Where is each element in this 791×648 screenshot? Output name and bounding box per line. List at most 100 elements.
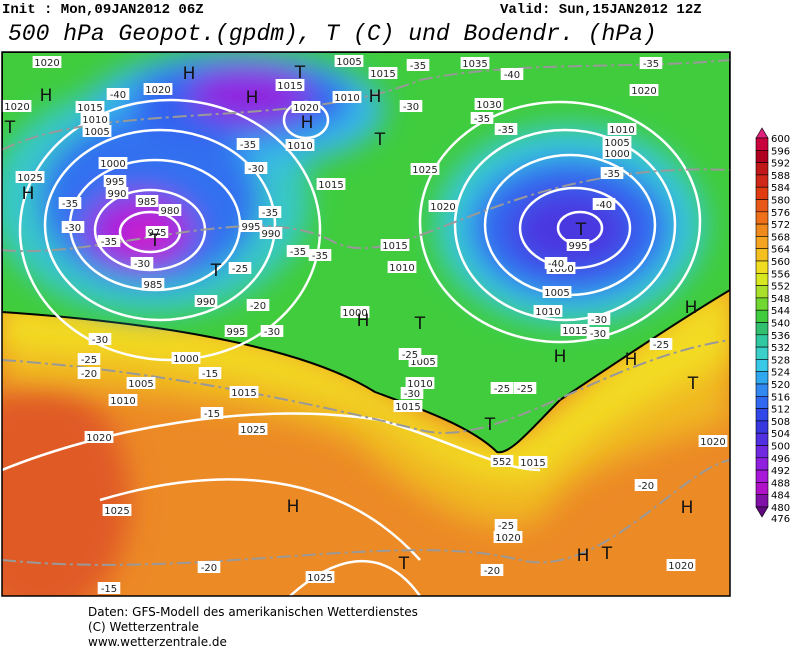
pressure-label-box: [145, 226, 169, 238]
temperature-label: -35: [474, 114, 490, 125]
temperature-label: -35: [240, 140, 256, 151]
pressure-label: 995: [568, 241, 587, 252]
footer-source: Daten: GFS-Modell des amerikanischen Wet…: [88, 605, 418, 619]
colorbar-segment: [755, 322, 769, 336]
colorbar-label: 536: [771, 331, 790, 342]
colorbar-segment: [755, 432, 769, 446]
colorbar-segment: [755, 334, 769, 348]
pressure-label: 1005: [128, 379, 153, 390]
pressure-label-box: [126, 377, 156, 389]
pressure-label: 1010: [535, 307, 560, 318]
pressure-center: H: [40, 86, 53, 106]
pressure-label-box: [602, 136, 632, 148]
temperature-label-box: [58, 197, 82, 209]
pressure-label: 1005: [84, 127, 109, 138]
temperature-label-box: [77, 353, 101, 365]
colorbar-segment: [755, 395, 769, 409]
pressure-label: 1010: [287, 141, 312, 152]
colorbar-segment: [755, 482, 769, 495]
temperature-label: -35: [410, 61, 426, 72]
pressure-label-box: [566, 239, 590, 251]
pressure-label-box: [135, 195, 159, 207]
pressure-label-box: [239, 220, 263, 232]
pressure-label: 1020: [495, 533, 520, 544]
temperature-label-box: [246, 299, 270, 311]
footer-copyright: (C) Wetterzentrale: [88, 620, 199, 634]
temperature-label-box: [544, 257, 568, 269]
temperature-label-box: [649, 338, 673, 350]
pressure-label-box: [82, 125, 112, 137]
pressure-label-box: [602, 147, 632, 159]
pressure-label-box: [143, 83, 173, 95]
colorbar-segment: [755, 260, 769, 274]
colorbar-label: 492: [771, 466, 790, 477]
temperature-label: -25: [653, 340, 669, 351]
pressure-label: 1015: [520, 458, 545, 469]
pressure-center: H: [554, 347, 567, 367]
temperature-label: -40: [504, 70, 520, 81]
colorbar-label: 560: [771, 257, 790, 268]
pressure-label: 1030: [476, 100, 501, 111]
colorbar-label: 512: [771, 405, 790, 416]
temperature-label: -20: [484, 566, 500, 577]
pressure-label: 1015: [77, 103, 102, 114]
colorbar-segment: [755, 359, 769, 372]
temperature-label-box: [513, 382, 537, 394]
pressure-label-box: [428, 200, 458, 212]
pressure-label: 995: [105, 177, 124, 188]
temperature-label-box: [490, 382, 514, 394]
pressure-center: T: [601, 544, 613, 564]
temperature-label-box: [634, 479, 658, 491]
pressure-label-box: [340, 306, 370, 318]
pressure-center: T: [294, 63, 306, 83]
colorbar-label: 552: [771, 282, 790, 293]
colorbar-label: 528: [771, 355, 790, 366]
pressure-label-box: [98, 157, 128, 169]
pressure-label: 1015: [395, 402, 420, 413]
pressure-label-box: [141, 278, 165, 290]
pressure-label-box: [103, 175, 127, 187]
pressure-center: H: [287, 497, 300, 517]
pressure-label-box: [410, 163, 440, 175]
colorbar-segment: [755, 371, 769, 385]
temperature-label-box: [228, 262, 252, 274]
temperature-label-box: [88, 333, 112, 345]
colorbar-label: 576: [771, 208, 790, 219]
pressure-label-box: [285, 139, 315, 151]
colorbar-label: 568: [771, 232, 790, 243]
colorbar-segment: [755, 186, 769, 200]
temperature-label: -25: [81, 355, 97, 366]
pressure-label-box: [698, 435, 728, 447]
temperature-label-box: [97, 582, 121, 594]
pressure-label: 1020: [700, 437, 725, 448]
pressure-label-box: [15, 171, 45, 183]
pressure-center: H: [369, 87, 382, 107]
colorbar-over: [755, 127, 769, 139]
pressure-label-box: [607, 123, 637, 135]
temperature-label: -35: [290, 247, 306, 258]
pressure-label: 1015: [370, 69, 395, 80]
pressure-label: 1000: [342, 308, 367, 319]
temperature-label-box: [500, 68, 524, 80]
pressure-label: 1005: [604, 138, 629, 149]
temperature-label: -20: [81, 369, 97, 380]
temperature-label-box: [600, 167, 624, 179]
colorbar-segment: [755, 309, 769, 323]
temperature-label: -30: [248, 164, 264, 175]
pressure-center: H: [246, 88, 259, 108]
temperature-label-box: [494, 123, 518, 135]
temperature-label: -30: [264, 327, 280, 338]
temperature-label: -35: [62, 199, 78, 210]
pressure-center: T: [149, 231, 161, 251]
temperature-label-box: [406, 59, 430, 71]
pressure-center: T: [398, 554, 410, 574]
pressure-label: 1005: [544, 288, 569, 299]
pressure-label: 990: [196, 297, 215, 308]
pressure-center: T: [687, 374, 699, 394]
colorbar-label: 600: [771, 134, 790, 145]
pressure-center: T: [484, 415, 496, 435]
pressure-label-box: [533, 305, 563, 317]
pressure-label: 1005: [336, 57, 361, 68]
colorbar-label: 544: [771, 306, 790, 317]
